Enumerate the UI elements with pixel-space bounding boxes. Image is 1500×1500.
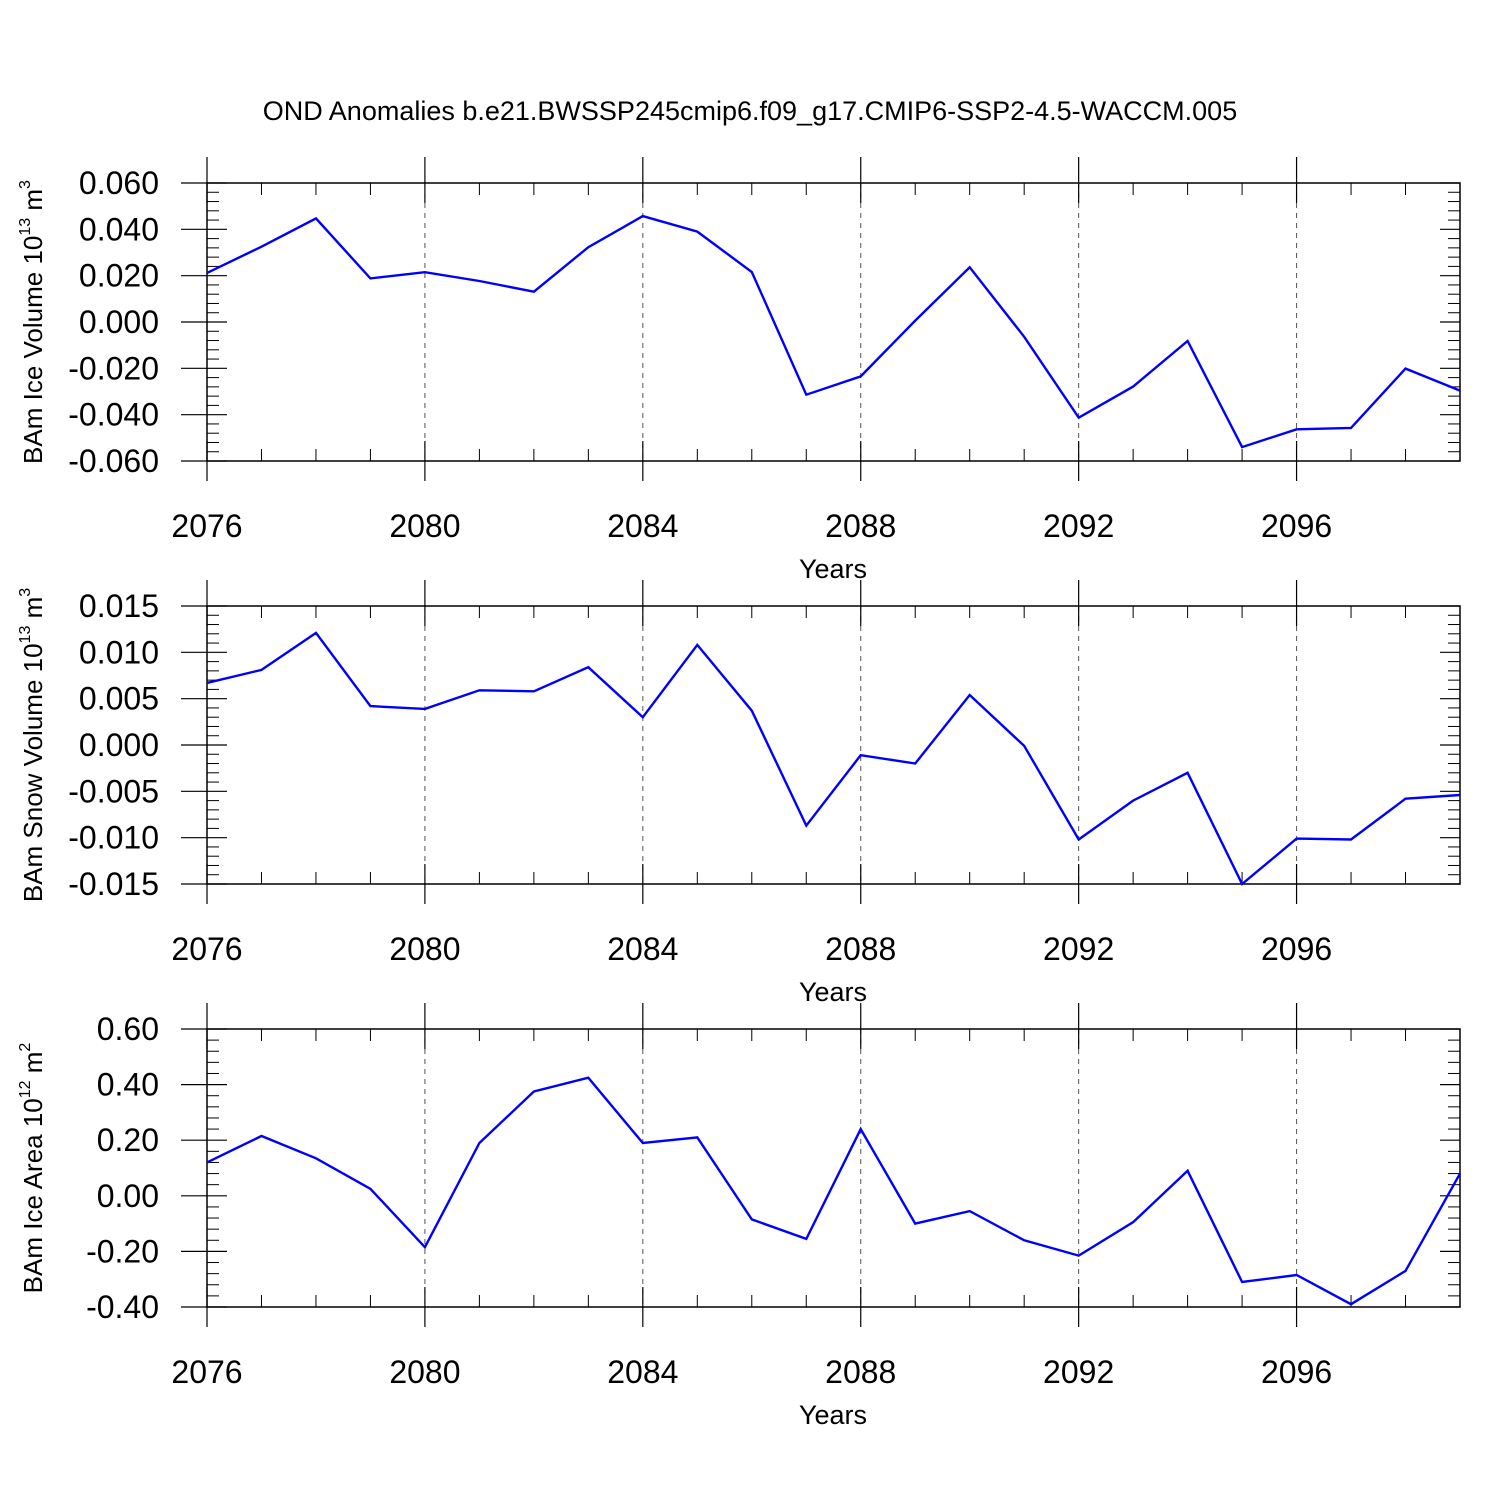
x-tick-label: 2096 (1261, 508, 1332, 544)
y-tick-label: -0.40 (86, 1289, 159, 1325)
x-tick-label: 2080 (389, 931, 460, 967)
y-tick-label: 0.40 (97, 1067, 159, 1103)
y-tick-label: 0.040 (79, 211, 159, 247)
x-axis-label: Years (799, 554, 867, 584)
series-line (206, 631, 1461, 886)
x-tick-label: 2096 (1261, 1354, 1332, 1390)
series-line (206, 214, 1461, 449)
y-tick-label: -0.020 (68, 350, 159, 386)
y-tick-label: -0.015 (68, 866, 159, 902)
y-tick-label: -0.010 (68, 820, 159, 856)
figure-title: OND Anomalies b.e21.BWSSP245cmip6.f09_g1… (263, 96, 1237, 126)
x-tick-label: 2084 (607, 1354, 678, 1390)
x-tick-label: 2088 (825, 1354, 896, 1390)
x-tick-label: 2092 (1043, 508, 1114, 544)
y-tick-label: 0.000 (79, 304, 159, 340)
x-axis-label: Years (799, 977, 867, 1007)
plot-frame (206, 605, 1461, 885)
panels: 2076 2080 2084 2088 2092 2096 -0.060 -0.040 -0.0… (17, 157, 1462, 1430)
panel-3: 2076 2080 2084 2088 2092 2096 -0.40 -0.20 0.00 0.… (17, 1003, 1462, 1430)
x-tick-label: 2076 (171, 1354, 242, 1390)
panel-1: 2076 2080 2084 2088 2092 2096 -0.060 -0.040 -0.0… (17, 157, 1461, 584)
x-tick-label: 2084 (607, 931, 678, 967)
x-tick-label: 2088 (825, 508, 896, 544)
y-tick-label: -0.040 (68, 397, 159, 433)
series-line (206, 1076, 1462, 1306)
y-tick-label: 0.010 (79, 634, 159, 670)
x-tick-label: 2096 (1261, 931, 1332, 967)
x-tick-label: 2092 (1043, 931, 1114, 967)
y-axis-label: BAm Ice Volume 1013 m3 (17, 180, 48, 464)
x-tick-label: 2080 (389, 508, 460, 544)
x-tick-label: 2076 (171, 931, 242, 967)
y-tick-label: 0.005 (79, 681, 159, 717)
y-tick-label: -0.060 (68, 443, 159, 479)
y-tick-label: 0.20 (97, 1122, 159, 1158)
plot-frame (206, 182, 1461, 462)
y-tick-label: 0.00 (97, 1178, 159, 1214)
panel-2: 2076 2080 2084 2088 2092 2096 -0.015 -0.010 -0.0… (17, 580, 1461, 1007)
x-tick-label: 2084 (607, 508, 678, 544)
y-tick-label: 0.015 (79, 588, 159, 624)
plot-frame (206, 1028, 1461, 1308)
x-tick-label: 2080 (389, 1354, 460, 1390)
y-tick-label: 0.020 (79, 258, 159, 294)
y-axis-label: BAm Ice Area 1012 m2 (17, 1043, 48, 1294)
y-tick-label: 0.000 (79, 727, 159, 763)
y-tick-label: -0.20 (86, 1233, 159, 1269)
y-tick-label: 0.60 (97, 1011, 159, 1047)
y-tick-label: -0.005 (68, 773, 159, 809)
x-tick-label: 2088 (825, 931, 896, 967)
y-axis-label: BAm Snow Volume 1013 m3 (17, 588, 48, 902)
x-tick-label: 2092 (1043, 1354, 1114, 1390)
x-tick-label: 2076 (171, 508, 242, 544)
x-axis-label: Years (799, 1400, 867, 1430)
y-tick-label: 0.060 (79, 165, 159, 201)
